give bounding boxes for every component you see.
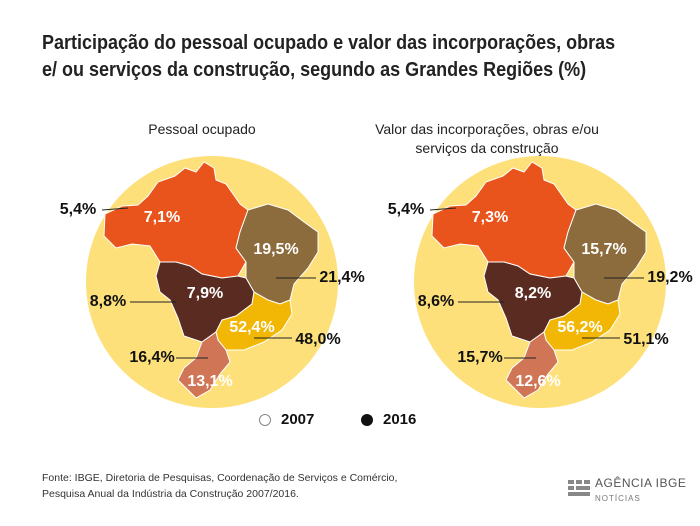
label-2016-nordeste: 19,5% <box>253 241 298 258</box>
label-2016-centro-oeste: 7,9% <box>187 285 223 302</box>
source-line-1: Fonte: IBGE, Diretoria de Pesquisas, Coo… <box>42 472 398 484</box>
logo-subtext: NOTÍCIAS <box>595 494 641 503</box>
legend-swatch-2007 <box>259 413 271 426</box>
label-2016-sudeste: 52,4% <box>229 319 274 336</box>
label-2007-sudeste: 51,1% <box>623 331 668 348</box>
label-2016-centro-oeste: 8,2% <box>515 285 551 302</box>
label-2007-centro-oeste: 8,8% <box>90 293 126 310</box>
label-2016-sul: 13,1% <box>187 373 232 390</box>
source-line-2: Pesquisa Anual da Indústria da Construçã… <box>42 488 299 500</box>
map-group-2: 5,4% 7,3% 19,2% 15,7% 8,6% 8,2% 51,1% 56,2% 15,7… <box>388 156 693 408</box>
label-2007-sul: 15,7% <box>457 349 502 366</box>
source-note: Fonte: IBGE, Diretoria de Pesquisas, Coo… <box>42 470 397 502</box>
map-group-1: 5,4% 7,1% 21,4% 19,5% 8,8% 7,9% 48,0% 52,4% 16,4… <box>60 156 365 408</box>
agencia-ibge-logo: AGÊNCIA IBGE NOTÍCIAS <box>568 474 686 503</box>
chart-title: Participação do pessoal ocupado e valor … <box>42 32 616 81</box>
leader-line-norte <box>429 207 457 211</box>
label-2016-nordeste: 15,7% <box>581 241 626 258</box>
label-2007-norte: 5,4% <box>388 201 424 218</box>
region-sudeste <box>215 291 293 351</box>
label-2007-nordeste: 19,2% <box>647 269 692 286</box>
map-title-pessoal: Pessoal ocupado <box>148 121 256 137</box>
legend-item-2016: 2016 <box>361 411 416 428</box>
leader-line-norte <box>101 207 129 211</box>
legend-swatch-2016 <box>361 413 373 426</box>
legend-label-2016: 2016 <box>383 411 417 428</box>
label-2007-centro-oeste: 8,6% <box>418 293 454 310</box>
label-2016-norte: 7,3% <box>472 209 508 226</box>
ibge-logo-icon <box>568 479 590 496</box>
label-2016-sudeste: 56,2% <box>557 319 602 336</box>
label-2016-norte: 7,1% <box>144 209 180 226</box>
map-title-valor: Valor das incorporações, obras e/ou serv… <box>375 121 599 156</box>
region-sul <box>177 331 231 399</box>
region-sul <box>505 331 559 399</box>
label-2007-norte: 5,4% <box>60 201 96 218</box>
label-2007-sul: 16,4% <box>129 349 174 366</box>
label-2007-nordeste: 21,4% <box>319 269 364 286</box>
label-2007-sudeste: 48,0% <box>295 331 340 348</box>
logo-text: AGÊNCIA IBGE <box>595 476 687 490</box>
legend-item-2007: 2007 <box>259 411 314 428</box>
label-2016-sul: 12,6% <box>515 373 560 390</box>
legend-label-2007: 2007 <box>281 411 315 428</box>
region-sudeste <box>543 291 621 351</box>
